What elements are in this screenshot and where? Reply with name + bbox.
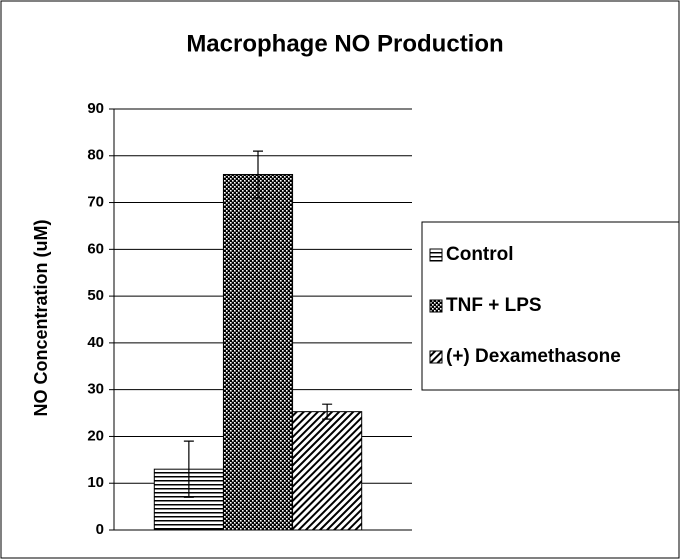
y-tick-label: 80 [87,147,104,164]
legend-box [421,221,680,391]
y-tick-label: 40 [87,334,104,351]
y-tick-label: 30 [87,381,104,398]
error-bar [253,150,263,199]
error-bar [183,440,194,498]
legend-label: (+) Dexamethasone [446,346,621,367]
bar [222,173,294,531]
chart-title: Macrophage NO Production [186,30,503,57]
y-tick-label: 50 [87,287,104,304]
y-tick-label: 10 [87,474,104,491]
y-tick-label: 70 [87,194,104,211]
legend-swatch [429,299,443,313]
y-tick-label: 20 [87,427,104,444]
y-tick-label: 90 [87,100,104,117]
y-axis-label: NO Concentration (uM) [31,220,51,417]
bar [292,411,363,531]
legend-swatch [429,350,443,364]
y-tick-label: 0 [96,521,104,538]
error-bar [322,403,333,420]
legend-label: Control [446,244,514,265]
legend-swatch [429,248,443,262]
y-tick-label: 60 [87,240,104,257]
legend-label: TNF + LPS [446,295,542,316]
